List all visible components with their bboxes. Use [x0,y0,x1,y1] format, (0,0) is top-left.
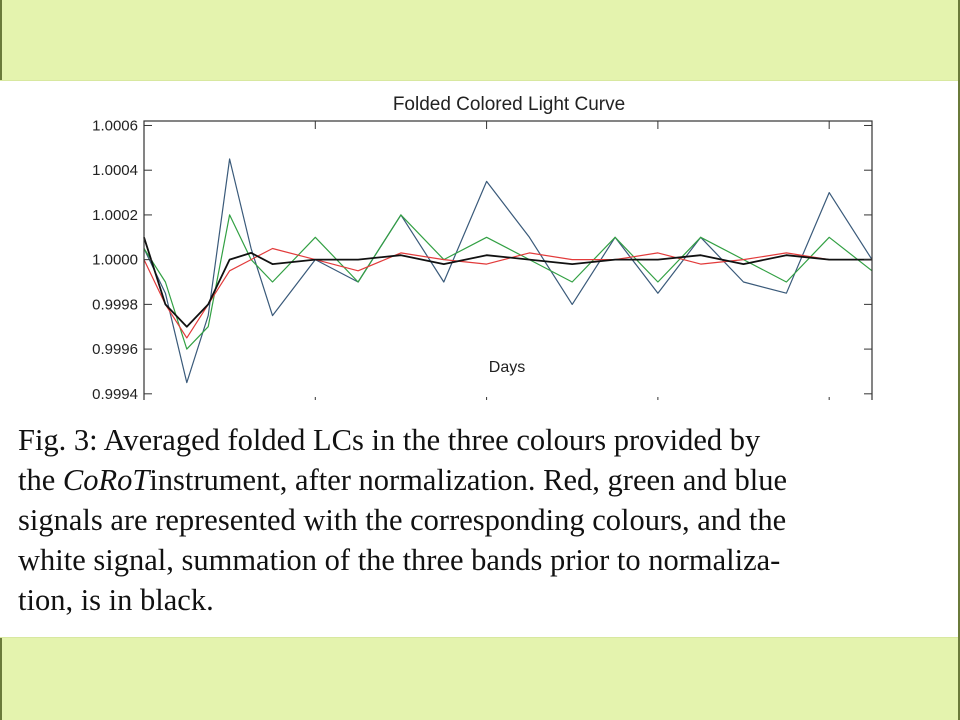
x-axis-label: Days [489,359,525,376]
y-tick-label: 1.0004 [92,162,138,179]
y-tick-label: 1.0000 [92,252,138,269]
caption-line-3: signals are represented with the corresp… [18,503,787,537]
caption-line-2: the CoRoTinstrument, after normalization… [18,460,943,500]
plot-frame [143,120,873,400]
caption-line-2-start: the [18,463,63,497]
figure-panel [0,80,958,638]
figure-caption: Fig. 3: Averaged folded LCs in the three… [18,420,943,620]
y-tick-label: 1.0002 [92,207,138,224]
axes: 0.00.20.40.60.80.99940.99960.99981.00001… [92,117,872,400]
light-curve-chart: Folded Colored Light Curve 0.00.20.40.60… [92,94,873,400]
series-line-1 [143,158,873,384]
plot-area [143,158,873,384]
chart-title: Folded Colored Light Curve [393,94,625,115]
caption-line-1: Fig. 3: Averaged folded LCs in the three… [18,423,761,457]
caption-line-2-end: instrument, after normalization. Red, gr… [149,463,788,497]
y-tick-label: 1.0006 [92,117,138,134]
y-tick-label: 0.9996 [92,341,138,358]
series-line-2 [143,214,873,350]
series-line-4 [143,237,872,328]
caption-line-5: tion, is in black. [18,583,214,617]
slide-right-border [958,0,960,720]
caption-line-4: white signal, summation of the three ban… [18,543,781,577]
y-tick-label: 0.9994 [92,386,138,400]
caption-instrument-name: CoRoT [62,463,150,497]
y-tick-label: 0.9998 [92,296,138,313]
